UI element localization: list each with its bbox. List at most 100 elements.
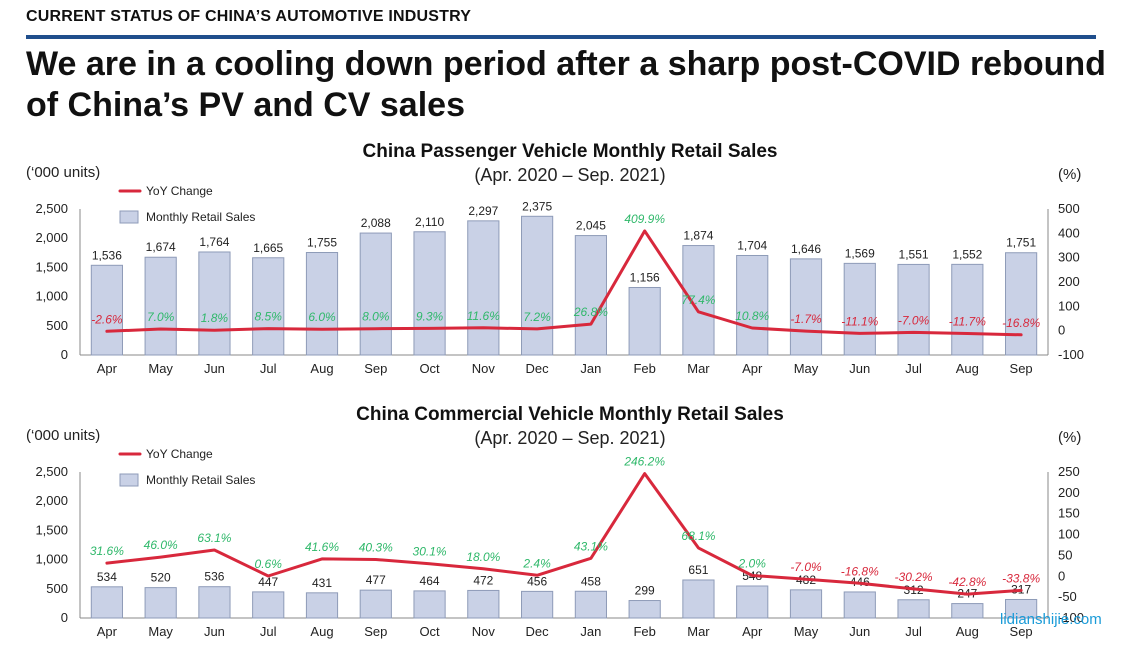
retail-sales-value-label: 299 (635, 584, 655, 598)
month-label: Apr (742, 624, 763, 639)
legend-sales-label: Monthly Retail Sales (146, 210, 255, 224)
month-label: Jun (204, 624, 225, 639)
retail-sales-value-label: 1,665 (253, 241, 283, 255)
month-label: Nov (472, 361, 496, 376)
retail-sales-bar (359, 589, 392, 619)
yoy-change-label: 43.1% (574, 539, 608, 553)
left-tick-label: 1,500 (35, 522, 68, 537)
right-tick-label: -100 (1058, 347, 1084, 362)
yoy-change-label: 68.1% (681, 529, 715, 543)
retail-sales-value-label: 1,646 (791, 242, 821, 256)
month-label: Sep (1010, 624, 1033, 639)
retail-sales-bar (305, 252, 339, 356)
retail-sales-bar (789, 258, 823, 356)
month-label: Aug (956, 361, 979, 376)
yoy-change-label: -33.8% (1002, 571, 1040, 585)
retail-sales-value-label: 2,297 (468, 204, 498, 218)
retail-sales-bar (682, 245, 715, 356)
retail-sales-value-label: 1,674 (146, 240, 176, 254)
retail-sales-value-label: 447 (258, 575, 278, 589)
retail-sales-value-label: 1,704 (737, 238, 767, 252)
yoy-change-label: -11.7% (949, 315, 986, 329)
yoy-change-label: 246.2% (623, 455, 665, 469)
left-tick-label: 2,000 (35, 230, 68, 245)
month-label: Aug (956, 624, 979, 639)
yoy-change-line (105, 229, 1023, 337)
right-tick-label: 250 (1058, 464, 1080, 479)
yoy-change-label: 31.6% (90, 544, 124, 558)
retail-sales-bar (252, 591, 285, 619)
retail-sales-value-label: 1,156 (630, 270, 660, 284)
retail-sales-bar (305, 592, 339, 619)
right-tick-label: -100 (1058, 610, 1084, 625)
retail-sales-value-label: 2,088 (361, 216, 391, 230)
chart-subtitle: (Apr. 2020 – Sep. 2021) (474, 428, 665, 448)
yoy-change-label: 1.8% (201, 311, 229, 325)
month-label: Aug (310, 624, 333, 639)
month-label: Mar (687, 361, 710, 376)
yoy-change-label: 2.0% (738, 556, 767, 570)
retail-sales-value-label: 1,764 (199, 235, 229, 249)
retail-sales-value-label: 1,874 (683, 229, 713, 243)
yoy-change-label: -1.7% (790, 312, 822, 326)
right-tick-label: 400 (1058, 225, 1080, 240)
yoy-change-label: 8.0% (362, 310, 390, 324)
right-tick-label: 500 (1058, 201, 1080, 216)
month-label: Jan (580, 361, 601, 376)
retail-sales-bar (789, 589, 823, 619)
retail-sales-bar (897, 599, 930, 619)
yoy-change-label: 41.6% (305, 540, 339, 554)
yoy-change-label: -11.1% (841, 314, 878, 328)
month-label: Jul (260, 361, 277, 376)
right-tick-label: 100 (1058, 298, 1080, 313)
retail-sales-bar (843, 591, 876, 619)
left-tick-label: 500 (46, 581, 68, 596)
right-tick-label: 150 (1058, 506, 1080, 521)
right-axis-unit: (%) (1058, 166, 1081, 183)
retail-sales-bar (359, 232, 392, 356)
yoy-change-label: -16.8% (841, 564, 879, 578)
chart-title: China Commercial Vehicle Monthly Retail … (356, 404, 784, 425)
retail-sales-value-label: 1,536 (92, 248, 122, 262)
retail-sales-bar (736, 254, 769, 356)
right-tick-label: -50 (1058, 589, 1077, 604)
retail-sales-bar (413, 231, 446, 356)
right-tick-label: 50 (1058, 547, 1072, 562)
right-tick-label: 200 (1058, 274, 1080, 289)
month-label: Dec (526, 361, 550, 376)
left-tick-label: 2,000 (35, 493, 68, 508)
month-label: Nov (472, 624, 496, 639)
yoy-change-label: 26.8% (573, 305, 608, 319)
retail-sales-bar (628, 286, 661, 356)
month-label: May (794, 624, 819, 639)
retail-sales-value-label: 1,569 (845, 246, 875, 260)
yoy-change-label: -2.6% (91, 312, 123, 326)
retail-sales-bar (413, 590, 446, 619)
retail-sales-bar (1005, 252, 1038, 356)
yoy-change-label: -7.0% (790, 560, 822, 574)
month-label: Sep (364, 624, 387, 639)
yoy-change-label: 6.0% (308, 310, 336, 324)
yoy-change-label: 8.5% (255, 310, 283, 324)
month-label: Dec (526, 624, 550, 639)
retail-sales-bar (90, 586, 123, 619)
month-label: Feb (633, 624, 655, 639)
yoy-change-label: 30.1% (413, 545, 447, 559)
month-label: Jun (849, 624, 870, 639)
retail-sales-value-label: 2,045 (576, 219, 606, 233)
month-label: Jul (905, 361, 922, 376)
retail-sales-value-label: 472 (473, 573, 493, 587)
retail-sales-bar (628, 600, 661, 619)
retail-sales-bar (682, 579, 715, 619)
month-label: Aug (310, 361, 333, 376)
yoy-change-label: 0.6% (255, 557, 283, 571)
yoy-change-label: 409.9% (624, 212, 665, 226)
yoy-change-label: 7.0% (147, 310, 175, 324)
retail-sales-bar (951, 263, 984, 356)
retail-sales-bar (252, 257, 285, 356)
page-headline: We are in a cooling down period after a … (26, 45, 1106, 124)
right-tick-label: 100 (1058, 527, 1080, 542)
legend-bar-swatch (119, 473, 139, 487)
retail-sales-bar (467, 589, 500, 619)
retail-sales-value-label: 536 (204, 570, 224, 584)
